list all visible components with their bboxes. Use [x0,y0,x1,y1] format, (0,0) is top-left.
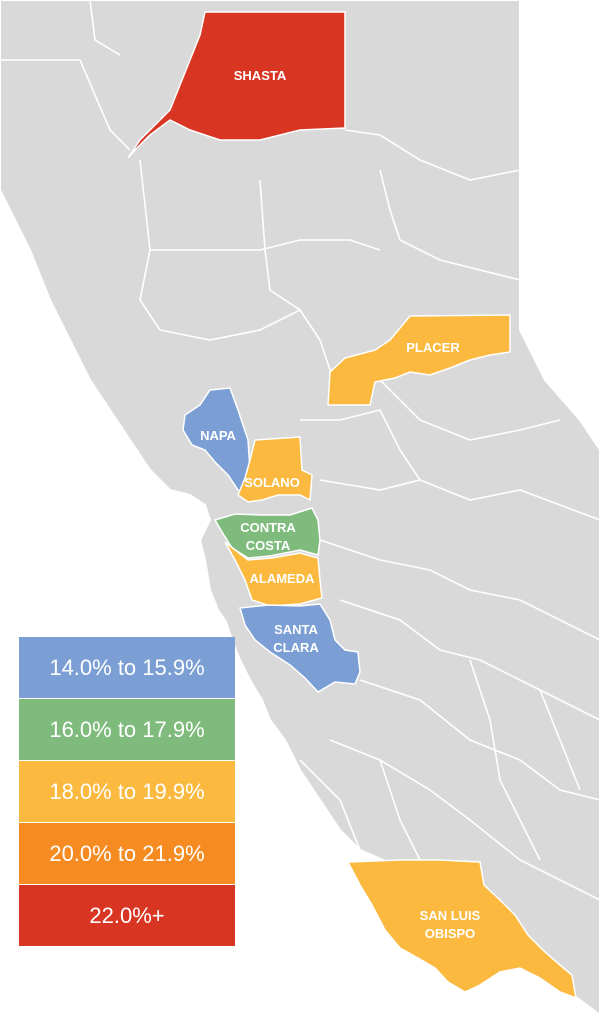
label-placer: PLACER [406,340,460,355]
label-shasta: SHASTA [234,68,287,83]
label-contra-costa-line1: CONTRA [240,520,296,535]
county-shasta[interactable] [127,11,346,159]
county-san-luis-obispo[interactable] [346,859,577,1000]
county-santa-clara[interactable] [239,603,361,693]
legend-item-18-19: 18.0% to 19.9% [19,761,235,822]
label-san-luis-obispo-line1: SAN LUIS [420,908,481,923]
label-san-luis-obispo-line2: OBISPO [425,926,476,941]
county-napa[interactable] [182,387,251,497]
legend-item-16-17: 16.0% to 17.9% [19,699,235,760]
legend-item-20-21: 20.0% to 21.9% [19,823,235,884]
legend: 14.0% to 15.9% 16.0% to 17.9% 18.0% to 1… [19,637,235,947]
label-santa-clara-line1: SANTA [274,622,318,637]
county-placer[interactable] [327,314,511,406]
label-contra-costa-line2: COSTA [246,538,291,553]
label-solano: SOLANO [244,475,300,490]
legend-item-22-plus: 22.0%+ [19,885,235,946]
legend-item-14-15: 14.0% to 15.9% [19,637,235,698]
county-alameda[interactable] [224,541,323,607]
county-solano[interactable] [237,436,313,503]
highlighted-counties [127,11,577,1000]
county-labels: SHASTA PLACER NAPA SOLANO CONTRA COSTA A… [200,68,481,941]
label-santa-clara-line2: CLARA [273,640,319,655]
label-alameda: ALAMEDA [250,571,316,586]
label-napa: NAPA [200,428,236,443]
